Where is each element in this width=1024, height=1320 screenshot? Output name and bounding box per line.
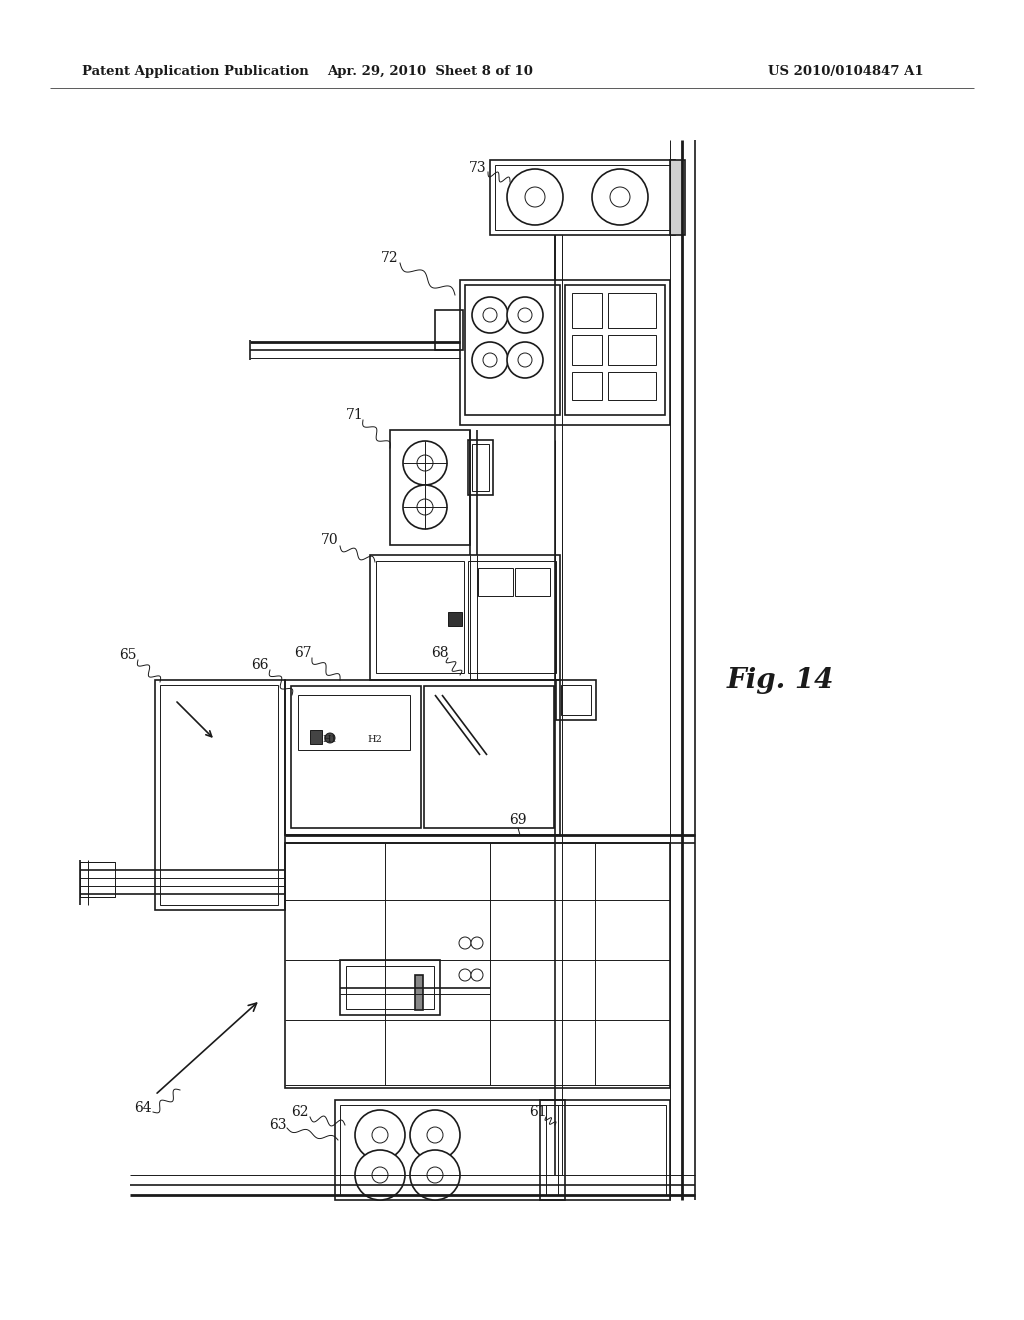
Bar [608, 335, 656, 366]
Circle shape [472, 342, 508, 378]
Text: 63: 63 [269, 1118, 287, 1133]
Bar [465, 285, 560, 414]
Bar [335, 1100, 565, 1200]
Circle shape [525, 187, 545, 207]
Circle shape [410, 1150, 460, 1200]
Bar [495, 165, 670, 230]
Text: H1: H1 [323, 735, 338, 744]
Bar [370, 554, 560, 680]
Bar [298, 696, 410, 750]
Circle shape [355, 1110, 406, 1160]
Bar [415, 975, 423, 1010]
Bar [160, 685, 278, 906]
Text: 61: 61 [529, 1105, 547, 1119]
Circle shape [427, 1127, 443, 1143]
Circle shape [592, 169, 648, 224]
Circle shape [427, 1167, 443, 1183]
Bar [478, 568, 513, 597]
Circle shape [372, 1127, 388, 1143]
Text: 70: 70 [322, 533, 339, 546]
Bar [340, 1105, 558, 1195]
Bar [435, 310, 463, 350]
Bar [540, 1100, 670, 1200]
Text: US 2010/0104847 A1: US 2010/0104847 A1 [768, 66, 924, 78]
Bar [572, 335, 602, 366]
Circle shape [355, 1150, 406, 1200]
Circle shape [417, 499, 433, 515]
Text: 64: 64 [134, 1101, 152, 1115]
Bar [376, 561, 464, 673]
Bar [424, 686, 554, 828]
Bar [572, 372, 602, 400]
Text: 71: 71 [346, 408, 364, 422]
Bar [572, 293, 602, 327]
Text: H2: H2 [368, 735, 382, 744]
Circle shape [372, 1167, 388, 1183]
Bar [556, 680, 596, 719]
Circle shape [459, 969, 471, 981]
Bar [608, 372, 656, 400]
Circle shape [518, 308, 532, 322]
Text: 62: 62 [291, 1105, 309, 1119]
Circle shape [410, 1110, 460, 1160]
Circle shape [507, 342, 543, 378]
Circle shape [403, 441, 447, 484]
Text: 67: 67 [294, 645, 312, 660]
Text: 66: 66 [251, 657, 268, 672]
Text: Fig. 14: Fig. 14 [726, 667, 834, 693]
Text: Patent Application Publication: Patent Application Publication [82, 66, 309, 78]
Bar [468, 561, 556, 673]
Bar [285, 680, 560, 836]
Circle shape [507, 297, 543, 333]
Bar [390, 430, 470, 545]
Text: 69: 69 [509, 813, 526, 828]
Circle shape [417, 455, 433, 471]
Circle shape [472, 297, 508, 333]
Bar [155, 680, 285, 909]
Circle shape [483, 308, 497, 322]
Text: 72: 72 [381, 251, 398, 265]
Bar [449, 612, 462, 626]
Bar [515, 568, 550, 597]
Text: 73: 73 [469, 161, 486, 176]
Bar [340, 960, 440, 1015]
Bar [608, 293, 656, 327]
Circle shape [610, 187, 630, 207]
Bar [490, 160, 675, 235]
Circle shape [471, 937, 483, 949]
Bar [80, 862, 115, 898]
Bar [346, 966, 434, 1008]
Bar [291, 686, 421, 828]
Circle shape [483, 352, 497, 367]
Bar [565, 285, 665, 414]
Circle shape [471, 969, 483, 981]
Circle shape [403, 484, 447, 529]
Circle shape [325, 733, 335, 743]
Bar [468, 440, 493, 495]
Bar [472, 444, 489, 491]
Circle shape [459, 937, 471, 949]
Text: 68: 68 [431, 645, 449, 660]
Bar [546, 1105, 666, 1195]
Circle shape [507, 169, 563, 224]
Bar [670, 160, 685, 235]
Bar [310, 730, 322, 744]
Circle shape [518, 352, 532, 367]
Bar [460, 280, 670, 425]
Text: Apr. 29, 2010  Sheet 8 of 10: Apr. 29, 2010 Sheet 8 of 10 [327, 66, 532, 78]
Bar [561, 685, 591, 715]
Bar [285, 843, 670, 1088]
Text: 65: 65 [119, 648, 137, 663]
